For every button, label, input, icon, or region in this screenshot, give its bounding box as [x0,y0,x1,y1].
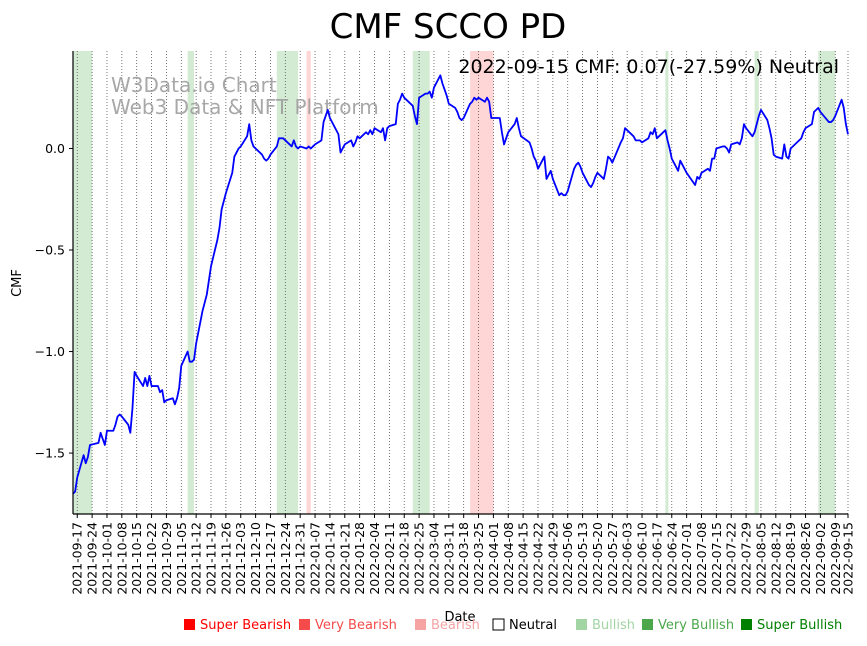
x-tick-label: 2022-06-17 [649,522,664,595]
x-tick-label: 2022-06-03 [620,522,635,595]
x-tick-label: 2022-03-04 [426,522,441,595]
axes [72,51,848,515]
vertical-grid [76,51,849,514]
x-tick-label: 2022-04-08 [501,522,516,595]
shaded-region-bearish-5 [470,51,494,514]
chart-title: CMF SCCO PD [330,7,567,47]
shaded-region-bullish-7 [754,51,759,514]
x-tick-label: 2022-06-10 [635,522,650,595]
x-tick-label: 2022-05-13 [575,522,590,595]
legend-label-bullish: Bullish [592,618,635,633]
x-tick-label: 2022-07-29 [739,522,754,595]
legend-swatch-very-bearish [299,619,310,630]
watermark-line-1: W3Data.io Chart [111,73,277,97]
x-tick-label: 2021-12-10 [248,522,263,595]
x-tick-label: 2021-09-17 [70,522,85,595]
legend-swatch-bullish [576,619,587,630]
shaded-region-bearish-3 [306,51,311,514]
legend-label-super-bearish: Super Bearish [200,618,291,633]
x-tick-label: 2022-01-07 [308,522,323,595]
legend-label-bearish: Bearish [431,618,480,633]
x-tick-label: 2021-12-03 [233,522,248,595]
shaded-region-bullish-8 [818,51,836,514]
x-tick-label: 2022-01-28 [352,522,367,595]
legend-swatch-very-bullish [642,619,653,630]
y-tick-label: −0.5 [35,243,65,258]
x-tick-label: 2022-02-25 [412,522,427,595]
legend-label-very-bullish: Very Bullish [658,618,734,633]
shaded-region-bullish-6 [665,51,669,514]
x-tick-label: 2022-06-24 [664,522,679,595]
x-tick-label: 2022-09-15 [841,522,856,595]
x-tick-label: 2022-01-14 [322,522,337,595]
legend-swatch-bearish [415,619,426,630]
x-axis-label: Date [444,610,475,625]
y-tick-label: −1.5 [35,446,65,461]
x-tick-label: 2022-02-04 [367,522,382,595]
x-tick-label: 2021-09-24 [85,522,100,595]
x-tick-label: 2022-03-11 [441,522,456,595]
x-tick-label: 2021-10-01 [99,522,114,595]
x-tick-label: 2021-10-15 [129,522,144,595]
x-tick-label: 2021-10-08 [114,522,129,595]
x-tick-label: 2021-11-26 [218,522,233,595]
legend-swatch-super-bullish [741,619,752,630]
y-axis-label: CMF [10,269,25,297]
x-ticks: 2021-09-17 2021-09-24 2021-10-01 2021-10-08… [70,514,856,595]
x-tick-label: 2022-09-02 [813,522,828,595]
x-tick-label: 2022-08-05 [753,522,768,595]
legend-swatch-super-bearish [184,619,195,630]
watermark-line-2: Web3 Data & NFT Platform [111,95,379,119]
y-tick-label: 0.0 [45,141,65,156]
x-tick-label: 2022-07-01 [679,522,694,595]
watermark: W3Data.io Chart Web3 Data & NFT Platform [111,73,379,119]
x-tick-label: 2021-11-05 [174,522,189,595]
legend-swatch-neutral [492,618,505,631]
shaded-regions [73,51,836,514]
legend: Super Bearish Very Bearish Bearish Neutral B… [184,618,842,633]
x-tick-label: 2021-10-29 [159,522,174,595]
x-tick-label: 2022-09-09 [828,522,843,595]
y-ticks: 0.0 −0.5 −1.0 −1.5 [35,141,73,461]
x-tick-label: 2022-02-18 [397,522,412,595]
shaded-region-bullish-2 [276,51,299,514]
x-tick-label: 2022-02-11 [382,522,397,595]
x-tick-label: 2022-03-18 [456,522,471,595]
cmf-series-line [72,74,849,495]
x-tick-label: 2021-12-24 [278,522,293,595]
y-tick-label: −1.0 [35,344,65,359]
x-tick-label: 2022-04-22 [531,522,546,595]
x-tick-label: 2022-03-25 [471,522,486,595]
latest-value-annotation: 2022-09-15 CMF: 0.07(-27.59%) Neutral [458,56,839,78]
x-tick-label: 2021-11-19 [204,522,219,595]
legend-label-very-bearish: Very Bearish [315,618,397,633]
x-tick-label: 2021-12-31 [293,522,308,595]
x-tick-label: 2022-05-20 [590,522,605,595]
legend-label-super-bullish: Super Bullish [757,618,842,633]
x-tick-label: 2022-07-15 [709,522,724,595]
legend-label-neutral: Neutral [509,618,557,633]
x-tick-label: 2022-04-15 [516,522,531,595]
x-tick-label: 2022-08-26 [798,522,813,595]
x-tick-label: 2021-10-22 [144,522,159,595]
shaded-region-bullish-0 [73,51,93,514]
x-tick-label: 2022-05-27 [605,522,620,595]
shaded-region-bullish-4 [412,51,430,514]
x-tick-label: 2022-08-12 [768,522,783,595]
x-tick-label: 2022-04-29 [545,522,560,595]
x-tick-label: 2021-11-12 [189,522,204,595]
x-tick-label: 2022-07-08 [694,522,709,595]
x-tick-label: 2022-04-01 [486,522,501,595]
x-tick-label: 2022-05-06 [560,522,575,595]
x-tick-label: 2022-07-22 [724,522,739,595]
x-tick-label: 2021-12-17 [263,522,278,595]
x-tick-label: 2022-01-21 [337,522,352,595]
x-tick-label: 2022-08-19 [783,522,798,595]
shaded-region-bullish-1 [187,51,195,514]
